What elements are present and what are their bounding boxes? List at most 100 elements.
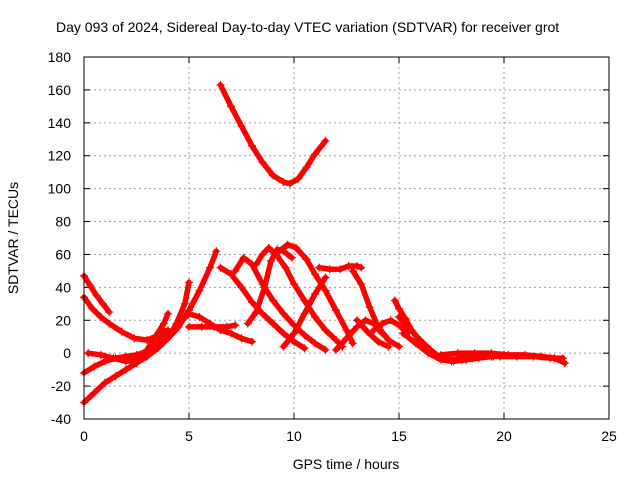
data-point	[143, 352, 151, 361]
data-point	[495, 352, 504, 361]
data-point	[332, 345, 340, 354]
data-point	[227, 102, 235, 111]
data-point	[281, 263, 290, 272]
data-point	[248, 298, 256, 307]
data-point	[248, 337, 256, 346]
data-point	[336, 265, 345, 274]
series-line	[354, 317, 392, 350]
y-tick-label: 140	[48, 115, 72, 131]
data-point	[453, 349, 462, 358]
data-point	[311, 270, 319, 279]
y-tick-label: 120	[48, 148, 72, 164]
x-tick-label: 0	[80, 428, 88, 444]
series-track-11	[231, 253, 330, 354]
data-point	[287, 253, 296, 262]
series-line	[81, 294, 167, 343]
data-point	[342, 334, 351, 343]
data-point	[437, 350, 445, 359]
y-tick-label: 0	[63, 345, 71, 361]
data-point	[231, 321, 240, 330]
data-point	[449, 357, 458, 366]
data-point	[292, 243, 301, 252]
series-line	[232, 254, 329, 353]
data-point	[411, 339, 420, 348]
data-point	[378, 319, 387, 328]
data-point	[290, 337, 298, 346]
data-point	[216, 263, 225, 272]
series-track-08	[164, 309, 256, 346]
data-point	[416, 336, 424, 345]
x-axis-label: GPS time / hours	[293, 456, 400, 472]
data-point	[159, 319, 168, 328]
x-tick-label: 25	[601, 428, 617, 444]
data-point	[405, 324, 414, 333]
series-track-09	[185, 321, 240, 331]
data-point	[117, 327, 126, 336]
data-point	[96, 312, 105, 321]
y-tick-label: 180	[48, 49, 72, 65]
data-point	[266, 257, 275, 266]
data-point	[384, 342, 393, 351]
data-point	[98, 299, 107, 308]
data-point	[88, 304, 97, 313]
data-point	[321, 345, 330, 354]
data-point	[222, 322, 231, 331]
data-point	[212, 247, 221, 256]
data-point	[153, 344, 162, 353]
data-point	[302, 255, 311, 264]
data-point	[311, 339, 319, 348]
data-point	[558, 354, 567, 363]
data-point	[227, 329, 235, 338]
series-track-25	[479, 350, 567, 363]
data-point	[399, 329, 408, 338]
series-track-01	[216, 80, 330, 188]
series-track-13	[252, 243, 347, 351]
data-point	[395, 342, 403, 351]
x-tick-label: 20	[496, 428, 512, 444]
y-axis-label: SDTVAR / TECUs	[5, 182, 21, 294]
x-tick-label: 10	[286, 428, 302, 444]
data-point	[279, 329, 288, 338]
data-point	[180, 299, 189, 308]
data-point	[264, 243, 273, 252]
data-point	[105, 319, 114, 328]
data-point	[273, 252, 282, 261]
data-point	[353, 261, 361, 270]
data-point	[105, 308, 114, 317]
data-point	[321, 273, 330, 282]
series-line	[350, 268, 402, 350]
data-point	[227, 270, 235, 279]
data-point	[252, 308, 261, 317]
data-point	[90, 362, 99, 371]
y-tick-label: -40	[51, 411, 71, 427]
data-point	[311, 150, 319, 159]
data-point	[210, 322, 219, 331]
data-point	[109, 354, 118, 363]
series-track-16	[315, 261, 366, 274]
series-line	[217, 82, 329, 187]
data-point	[185, 278, 193, 287]
data-point	[122, 357, 130, 366]
y-tick-label: 100	[48, 181, 72, 197]
data-point	[195, 312, 204, 321]
data-point	[300, 344, 309, 353]
series-track-20	[369, 316, 412, 338]
data-point	[185, 322, 193, 331]
data-point	[470, 349, 479, 358]
data-point	[237, 283, 246, 292]
data-point	[390, 296, 399, 305]
series-track-15	[279, 273, 330, 351]
data-point	[300, 309, 309, 318]
data-point	[365, 303, 374, 312]
x-axis-ticks: 0 5 10 15 20 25	[80, 57, 617, 444]
data-point	[302, 163, 311, 172]
data-point	[84, 349, 93, 358]
data-point	[290, 329, 298, 338]
data-point	[512, 352, 521, 361]
data-point	[353, 316, 361, 325]
y-tick-label: 160	[48, 82, 72, 98]
data-point	[279, 309, 288, 318]
series-track-14	[275, 240, 357, 348]
data-point	[101, 378, 109, 387]
